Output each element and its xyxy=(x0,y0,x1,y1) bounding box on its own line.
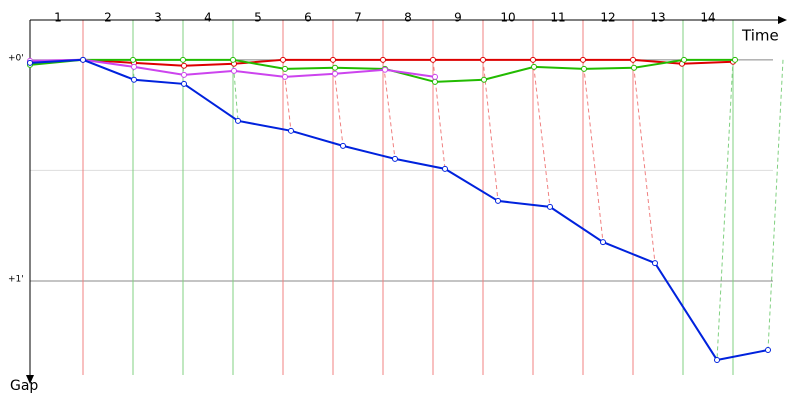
x-tick-label: 1 xyxy=(54,11,62,25)
data-point xyxy=(181,71,187,78)
data-point xyxy=(531,63,537,70)
data-point xyxy=(382,66,388,73)
x-tick-label: 3 xyxy=(154,11,162,25)
data-point xyxy=(714,356,720,363)
y-axis-label: Gap xyxy=(10,378,38,394)
data-point xyxy=(732,56,738,63)
data-point xyxy=(392,155,398,162)
x-tick-label: 11 xyxy=(550,11,565,25)
leader-line xyxy=(382,59,396,159)
x-tick-label: 6 xyxy=(304,11,312,25)
x-tick-label: 5 xyxy=(254,11,262,25)
data-point xyxy=(330,56,336,63)
data-point xyxy=(282,73,288,80)
data-point xyxy=(652,260,658,267)
data-point xyxy=(130,56,136,63)
data-point xyxy=(432,73,438,80)
data-point xyxy=(181,62,187,69)
data-point xyxy=(681,56,687,63)
data-point xyxy=(332,64,338,71)
data-point xyxy=(630,56,636,63)
data-point xyxy=(495,197,501,204)
x-tick-label: 4 xyxy=(204,11,212,25)
data-point xyxy=(332,70,338,77)
series-line xyxy=(29,58,769,362)
x-tick-label: 12 xyxy=(600,11,615,25)
x-tick-label: 14 xyxy=(700,11,715,25)
data-point xyxy=(282,65,288,72)
data-point xyxy=(231,67,237,74)
leader-line xyxy=(632,59,656,264)
data-point xyxy=(340,142,346,149)
leader-line xyxy=(582,59,604,243)
data-point xyxy=(580,56,586,63)
x-tick-label: 10 xyxy=(500,11,515,25)
data-point xyxy=(380,56,386,63)
data-point xyxy=(547,203,553,210)
data-point xyxy=(288,127,294,134)
data-point xyxy=(280,56,286,63)
data-point xyxy=(181,80,187,87)
x-axis-label: Time xyxy=(741,27,779,45)
y-arrow xyxy=(26,375,34,384)
data-point xyxy=(131,76,137,83)
x-tick-label: 7 xyxy=(354,11,362,25)
y-tick-label: +1' xyxy=(8,274,24,284)
data-point xyxy=(765,347,771,354)
x-arrow xyxy=(778,16,787,24)
y-tick-label: +0' xyxy=(8,53,24,63)
data-point xyxy=(481,76,487,83)
data-point xyxy=(581,65,587,72)
x-tick-label: 13 xyxy=(650,11,665,25)
data-point xyxy=(235,117,241,124)
data-point xyxy=(430,56,436,63)
data-point xyxy=(530,56,536,63)
data-point xyxy=(80,56,86,63)
leader-line xyxy=(482,59,499,201)
leader-line xyxy=(532,59,551,207)
data-point xyxy=(230,56,236,63)
leader-line xyxy=(716,59,734,360)
data-point xyxy=(480,56,486,63)
data-point xyxy=(600,239,606,246)
x-tick-label: 9 xyxy=(454,11,462,25)
data-point xyxy=(631,64,637,71)
x-tick-label: 8 xyxy=(404,11,412,25)
leader-line xyxy=(432,59,446,169)
data-point xyxy=(180,56,186,63)
data-point xyxy=(442,165,448,172)
data-point xyxy=(131,63,137,70)
leader-line xyxy=(767,59,784,351)
data-point xyxy=(27,59,33,66)
leader-line xyxy=(282,59,292,131)
x-tick-label: 2 xyxy=(104,11,112,25)
data-point xyxy=(432,78,438,85)
